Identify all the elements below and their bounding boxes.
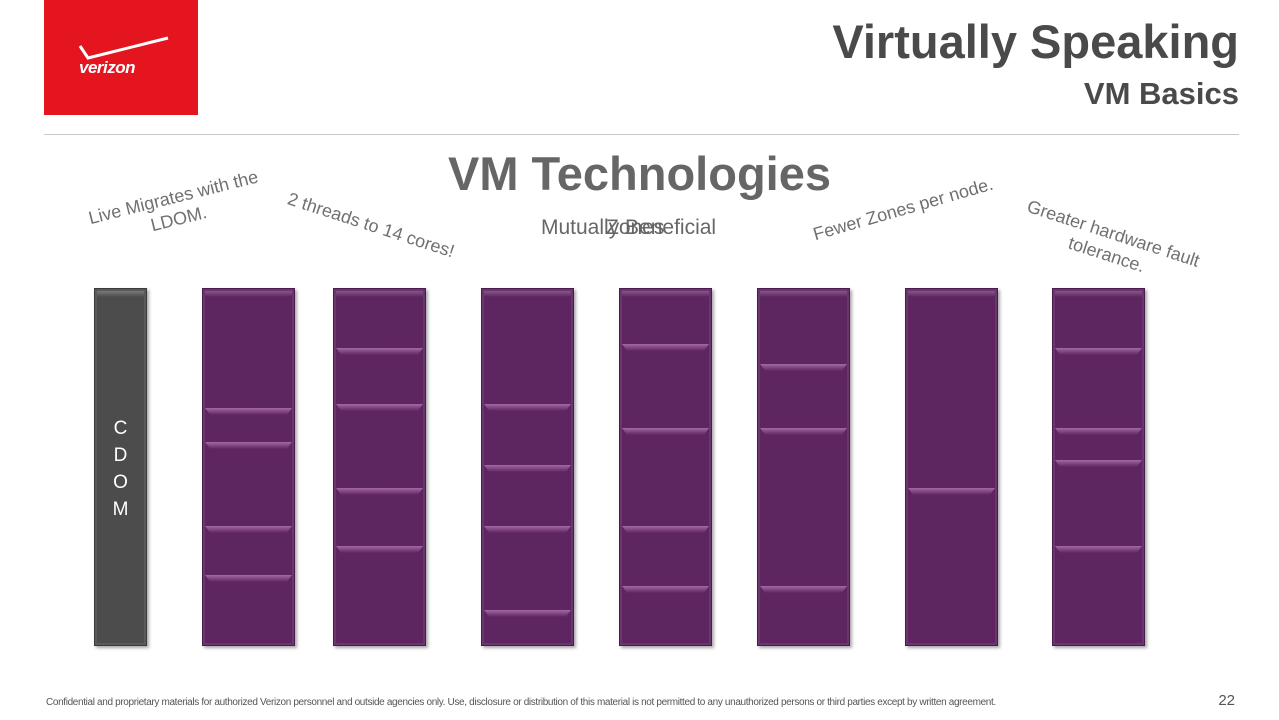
cdom-letter: O: [113, 472, 128, 493]
slide-title: Virtually Speaking: [832, 15, 1239, 68]
logo-wordmark: verizon: [79, 58, 136, 77]
section-heading: VM Technologies: [448, 147, 831, 200]
vm-column-3: [481, 288, 574, 646]
overlap-text-zones: Zones: [606, 216, 665, 239]
verizon-logo: [44, 0, 198, 115]
page-number: 22: [1218, 692, 1235, 709]
cdom-letter: M: [112, 499, 129, 520]
cdom-letter: D: [113, 445, 128, 466]
verizon-check-icon: [78, 36, 169, 60]
vm-column-4: [619, 288, 712, 646]
confidentiality-notice: Confidential and proprietary materials f…: [46, 697, 996, 708]
header-divider: [44, 134, 1239, 135]
vm-column-5: [757, 288, 850, 646]
cdom-letter: C: [113, 418, 128, 439]
callout-hardware-fault-tolerance: Greater hardware fault tolerance.: [1024, 196, 1203, 277]
vm-column-1: [202, 288, 295, 646]
vm-column-6: [905, 288, 998, 646]
vm-column-2: [333, 288, 426, 646]
slide-subtitle: VM Basics: [1083, 76, 1239, 111]
overlap-text-mutually-beneficial: Mutually Beneficial: [541, 216, 717, 239]
vm-column-7: [1052, 288, 1145, 646]
